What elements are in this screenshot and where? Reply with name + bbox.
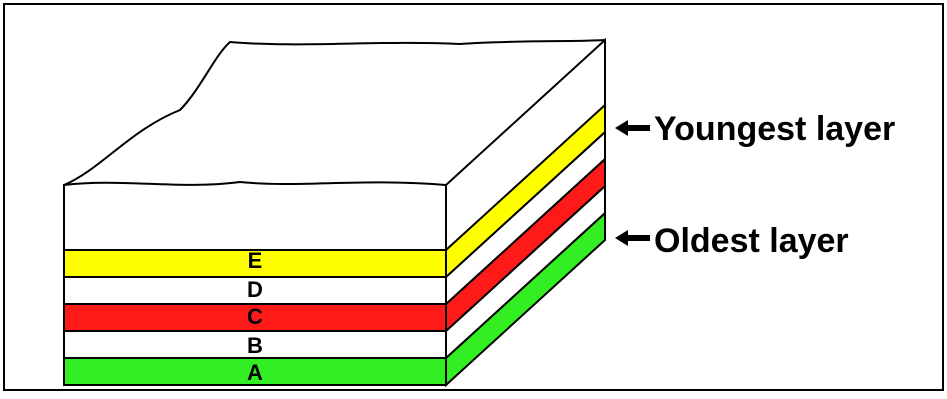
layer-d-front — [63, 276, 447, 305]
layers-front-group — [63, 249, 447, 386]
layer-letter-c: C — [247, 304, 263, 329]
arrow-left-icon — [615, 120, 650, 136]
front-top-block — [63, 180, 447, 251]
callout-youngest: Youngest layer — [615, 110, 895, 148]
arrow-left-icon — [615, 230, 650, 246]
layer-e-front — [63, 249, 447, 278]
callout-oldest: Oldest layer — [615, 222, 849, 260]
layers-side-group — [445, 102, 606, 388]
callout-youngest-label: Youngest layer — [654, 110, 895, 148]
layer-letter-d: D — [247, 277, 263, 302]
layer-letter-e: E — [248, 248, 263, 273]
layer-letter-b: B — [247, 333, 263, 358]
callout-oldest-label: Oldest layer — [654, 222, 849, 260]
layer-letter-a: A — [247, 360, 263, 385]
layer-e-side — [445, 102, 606, 280]
